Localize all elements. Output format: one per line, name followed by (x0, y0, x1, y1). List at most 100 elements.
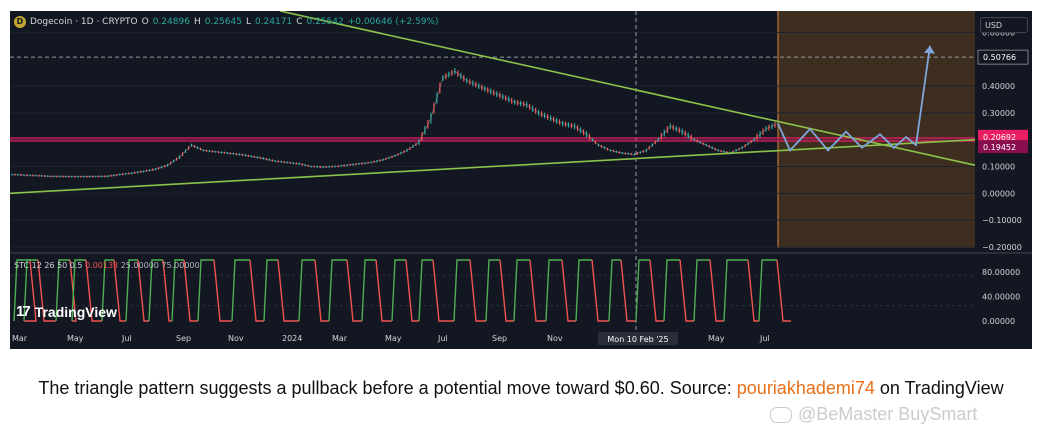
stc-line-up (758, 259, 777, 322)
stc-line-up (125, 259, 138, 322)
stc-line-down (24, 259, 37, 322)
price-axis-tick: −0.10000 (982, 216, 1022, 225)
stc-line-down (529, 259, 546, 322)
projection-path (777, 45, 931, 153)
stc-line-up (575, 259, 592, 322)
time-axis-label: Jul (437, 334, 448, 343)
stc-axis-tick: 0.00000 (982, 317, 1015, 326)
stc-levels: 25.00000 75.00000 (120, 261, 200, 270)
stc-line-up (71, 259, 86, 322)
time-axis-label: Mar (12, 334, 28, 343)
close-value: 0.25542 (306, 17, 344, 27)
forecast-zone (778, 11, 975, 248)
stc-line-down (709, 259, 724, 322)
stc-line-up (171, 259, 184, 322)
time-axis-label: Sep (492, 334, 507, 343)
stc-line-down (183, 259, 198, 322)
stc-line-up (608, 259, 621, 322)
target-price-box (977, 49, 1029, 65)
time-axis-label: Jul (121, 334, 132, 343)
time-axis-label: May (708, 334, 725, 343)
stc-line-down (776, 259, 791, 322)
price-axis-tick: 0.30000 (982, 109, 1015, 118)
open-value: 0.24896 (152, 17, 190, 27)
price-line (11, 70, 779, 178)
stc-line-down (561, 259, 576, 322)
time-axis-label: May (385, 334, 402, 343)
price-axis-tick: 0.40000 (982, 82, 1015, 91)
resistance-band (10, 137, 975, 142)
stc-line-up (418, 259, 433, 322)
stc-line-down (499, 259, 514, 322)
stc-line-up (361, 259, 376, 322)
support-price-box (978, 140, 1028, 154)
stc-line-down (69, 259, 77, 322)
stc-line-up (23, 259, 38, 322)
time-axis-label: Mar (332, 334, 348, 343)
stc-line-down (469, 259, 486, 322)
stc-line-up (298, 259, 315, 322)
caption-text: The triangle pattern suggests a pullback… (38, 378, 737, 398)
stc-line-down (679, 259, 694, 322)
tradingview-logo-icon: 17 (16, 303, 31, 320)
stc-line-down (432, 259, 454, 322)
source-link[interactable]: pouriakhademi74 (736, 378, 875, 398)
brand-label: TradingView (34, 303, 117, 320)
stc-line-down (620, 259, 636, 322)
projection-arrowhead (924, 45, 935, 54)
stc-line-down (314, 259, 329, 322)
target-price-label: 0.50766 (983, 53, 1016, 62)
price-axis-tick: −0.20000 (982, 243, 1022, 252)
open-label: O (141, 17, 149, 27)
stc-line-up (197, 259, 214, 322)
stc-line-up (635, 259, 650, 322)
stc-line-down (162, 259, 172, 322)
price-axis-tick: 0.00000 (982, 189, 1015, 198)
stc-line-down (346, 259, 362, 322)
time-axis-label: 2024 (282, 334, 302, 343)
close-label: C (296, 17, 303, 27)
stc-axis-tick: 40.00000 (982, 293, 1020, 302)
low-label: L (245, 17, 251, 27)
time-axis-label: May (67, 334, 84, 343)
price-axis-tick: 0.10000 (982, 163, 1015, 172)
stc-line-down (591, 259, 609, 322)
stc-line-down (649, 259, 664, 322)
currency-button[interactable]: USD (980, 17, 1028, 33)
stc-line-up (55, 259, 70, 322)
stc-line-up (453, 259, 470, 322)
stc-line-up (263, 259, 278, 322)
caption-suffix: on TradingView (874, 378, 1004, 398)
stc-line-up (231, 259, 250, 322)
time-axis-label: Jul (759, 334, 770, 343)
dogecoin-icon: D (14, 16, 26, 28)
chart-header: D Dogecoin · 1D · CRYPTO O 0.24896 H 0.256… (14, 16, 438, 28)
time-axis-label: Sep (176, 334, 191, 343)
stc-line-down (375, 259, 392, 322)
high-label: H (193, 17, 201, 27)
support-price-label: 0.19452 (983, 143, 1016, 152)
price-chart-canvas[interactable]: 0.600000.400000.300000.200000.100000.000… (10, 11, 1032, 349)
crosshair-date-box (598, 332, 678, 345)
stc-line-down (137, 259, 149, 322)
stc-line-down (747, 259, 759, 322)
descending-trendline (279, 11, 976, 166)
ascending-trendline (10, 138, 976, 195)
change-value: +0.00646 (+2.59%) (347, 17, 439, 27)
stc-line-down (277, 259, 299, 322)
time-axis-label: Nov (547, 334, 563, 343)
watermark-text: @BeMaster BuySmart (798, 404, 978, 424)
time-axis-label: Nov (228, 334, 244, 343)
stc-line-up (693, 259, 710, 322)
high-value: 0.25645 (204, 17, 242, 27)
symbol-label[interactable]: Dogecoin · 1D · CRYPTO (30, 17, 138, 27)
stc-line-up (328, 259, 347, 322)
stc-line-down (405, 259, 419, 322)
tradingview-chart[interactable]: 0.600000.400000.300000.200000.100000.000… (10, 11, 1032, 349)
stc-indicator-label[interactable]: STC 12 26 50 0.5 0.00133 25.00000 75.000… (14, 261, 200, 270)
stc-line-up (148, 259, 163, 322)
current-price-box (978, 129, 1028, 143)
stc-value: 0.00133 (85, 261, 119, 270)
tradingview-logo[interactable]: 17 TradingView (16, 303, 117, 320)
crosshair-date-label: Mon 10 Feb '25 (607, 335, 668, 344)
